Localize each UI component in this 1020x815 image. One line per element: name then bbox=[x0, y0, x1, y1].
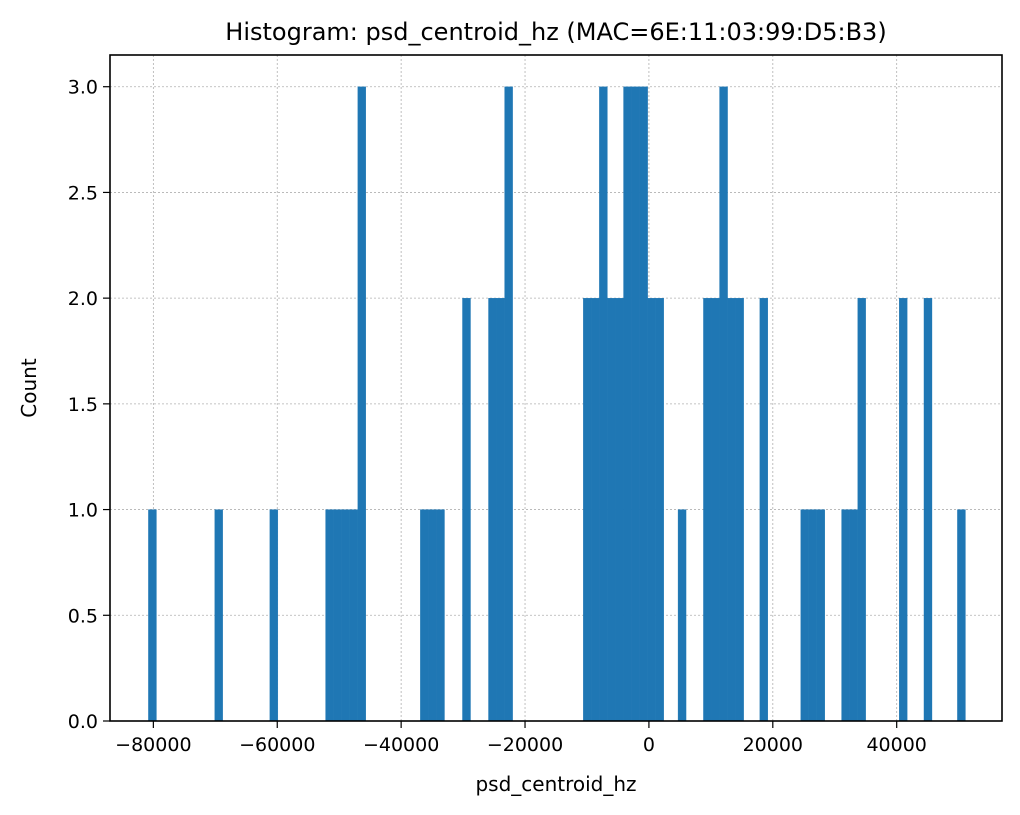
x-tick-label: −20000 bbox=[487, 734, 563, 756]
y-tick-label: 3.0 bbox=[68, 77, 98, 99]
histogram-bar bbox=[462, 297, 471, 722]
histogram-bar bbox=[615, 297, 624, 722]
histogram-bar bbox=[504, 86, 513, 722]
histogram-bar bbox=[808, 509, 817, 722]
y-tick-label: 2.0 bbox=[68, 288, 98, 310]
histogram-bar bbox=[719, 86, 728, 722]
histogram-bar bbox=[583, 297, 592, 722]
histogram-bar bbox=[607, 297, 616, 722]
y-tick-label: 0.0 bbox=[68, 711, 98, 733]
histogram-bar bbox=[639, 86, 648, 722]
histogram-bar bbox=[957, 509, 966, 722]
y-tick-label: 2.5 bbox=[68, 182, 98, 204]
histogram-bar bbox=[703, 297, 712, 722]
histogram-bar bbox=[655, 297, 664, 722]
histogram-bar bbox=[816, 509, 825, 722]
histogram-bar bbox=[357, 86, 366, 722]
histogram-bar bbox=[420, 509, 429, 722]
histogram-bar bbox=[849, 509, 858, 722]
histogram-bars bbox=[148, 86, 966, 722]
x-tick-label: −60000 bbox=[239, 734, 315, 756]
histogram-bar bbox=[214, 509, 223, 722]
histogram-bar bbox=[325, 509, 334, 722]
x-axis-label: psd_centroid_hz bbox=[475, 772, 636, 796]
histogram-bar bbox=[800, 509, 809, 722]
x-axis-ticks: −80000 −60000 −40000 −20000 0 20000 40000 bbox=[115, 721, 927, 756]
x-tick-label: −40000 bbox=[363, 734, 439, 756]
chart-title: Histogram: psd_centroid_hz (MAC=6E:11:03… bbox=[225, 18, 886, 46]
histogram-bar bbox=[436, 509, 445, 722]
histogram-bar bbox=[899, 297, 908, 722]
y-axis-ticks: 0.0 0.5 1.0 1.5 2.0 2.5 3.0 bbox=[68, 77, 110, 733]
histogram-bar bbox=[623, 86, 632, 722]
histogram-bar bbox=[647, 297, 656, 722]
histogram-bar bbox=[727, 297, 736, 722]
histogram-bar bbox=[496, 297, 505, 722]
histogram-bar bbox=[148, 509, 157, 722]
histogram-bar bbox=[631, 86, 640, 722]
histogram-bar bbox=[488, 297, 497, 722]
y-tick-label: 1.5 bbox=[68, 394, 98, 416]
histogram-bar bbox=[428, 509, 437, 722]
histogram-bar bbox=[923, 297, 933, 722]
histogram-bar bbox=[349, 509, 358, 722]
histogram-bar bbox=[333, 509, 342, 722]
y-tick-label: 0.5 bbox=[68, 605, 98, 627]
x-tick-label: 20000 bbox=[743, 734, 803, 756]
histogram-bar bbox=[735, 297, 744, 722]
histogram-bar bbox=[591, 297, 600, 722]
x-tick-label: 40000 bbox=[866, 734, 926, 756]
histogram-bar bbox=[857, 297, 866, 722]
histogram-bar bbox=[677, 509, 687, 722]
histogram-bar bbox=[711, 297, 720, 722]
histogram-bar bbox=[759, 297, 769, 722]
x-tick-label: −80000 bbox=[115, 734, 191, 756]
x-tick-label: 0 bbox=[643, 734, 655, 756]
histogram-bar bbox=[341, 509, 350, 722]
histogram-bar bbox=[269, 509, 279, 722]
plot-frame bbox=[109, 54, 1003, 722]
y-axis-label: Count bbox=[17, 358, 41, 418]
histogram-bar bbox=[599, 86, 608, 722]
y-tick-label: 1.0 bbox=[68, 500, 98, 522]
histogram-bar bbox=[841, 509, 850, 722]
